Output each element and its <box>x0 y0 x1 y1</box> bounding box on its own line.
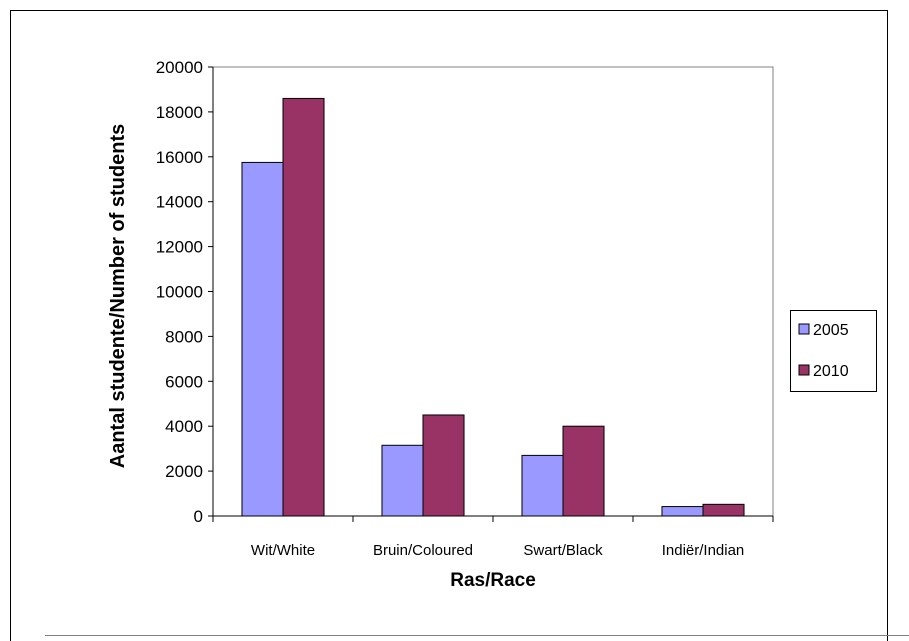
y-tick-label: 16000 <box>156 148 203 167</box>
y-tick-label: 12000 <box>156 238 203 257</box>
y-tick-label: 2000 <box>165 462 203 481</box>
y-axis-title: Aantal studente/Number of students <box>107 124 129 468</box>
x-axis-title: Ras/Race <box>450 570 536 591</box>
legend-label-2010: 2010 <box>813 363 849 380</box>
bar-2005-0 <box>241 161 284 517</box>
x-category-label: Swart/Black <box>523 542 603 559</box>
y-tick-label: 6000 <box>165 372 203 391</box>
bar-2010-2 <box>562 425 605 517</box>
y-tick-label: 18000 <box>156 103 203 122</box>
y-tick-label: 4000 <box>165 417 203 436</box>
bar-2005-3 <box>661 506 704 517</box>
y-tick-label: 10000 <box>156 283 203 302</box>
y-tick-label: 20000 <box>156 58 203 77</box>
bar-2005-1 <box>381 444 424 517</box>
bars-group <box>241 97 745 517</box>
x-category-label: Wit/White <box>251 542 315 559</box>
bar-2005-2 <box>521 454 564 517</box>
bar-2010-1 <box>422 414 465 517</box>
legend: 2005 2010 <box>790 310 877 392</box>
legend-box <box>790 310 877 392</box>
x-category-label: Bruin/Coloured <box>373 542 473 559</box>
y-tick-label: 0 <box>194 507 203 526</box>
legend-swatch-2010 <box>798 364 810 376</box>
legend-swatch-2005 <box>798 323 810 335</box>
bar-2010-0 <box>282 97 325 517</box>
x-axis: Wit/White Bruin/Coloured Swart/Black Indiër… <box>212 515 774 559</box>
y-tick-label: 8000 <box>165 327 203 346</box>
x-category-label: Indiër/Indian <box>662 542 745 559</box>
y-tick-label: 14000 <box>156 193 203 212</box>
legend-label-2005: 2005 <box>813 322 849 339</box>
y-axis: 0 2000 4000 6000 8000 10000 12000 14000 16000 180… <box>156 58 214 526</box>
bar-2010-3 <box>702 503 745 517</box>
